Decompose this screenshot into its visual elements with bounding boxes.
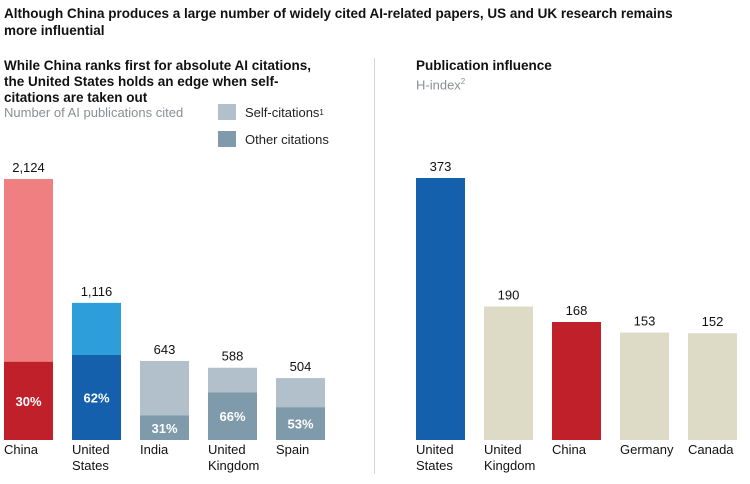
bar-total-label: 643 (154, 342, 176, 357)
influence-bar (416, 178, 465, 440)
category-label: China (552, 442, 587, 457)
influence-value-label: 168 (566, 303, 588, 318)
influence-bar (620, 332, 669, 440)
legend-other-citations: Other citations (218, 131, 329, 147)
bar-share-label: 31% (151, 421, 177, 436)
panel-divider (374, 58, 375, 474)
category-label: China (4, 442, 39, 457)
left-panel-title: While China ranks first for absolute AI … (4, 58, 312, 105)
legend-swatch-other (218, 131, 236, 147)
influence-bar (552, 321, 601, 440)
bar-share-label: 30% (15, 394, 41, 409)
headline: Although China produces a large number o… (4, 6, 673, 38)
category-label: Spain (276, 442, 309, 457)
bar-other-citations (208, 392, 257, 440)
right-panel-title: Publication influence (416, 58, 552, 73)
bar-share-label: 66% (219, 409, 245, 424)
legend-label-self: Self-citations (245, 104, 320, 120)
bar-other-citations (72, 354, 121, 440)
category-label: Kingdom (208, 458, 259, 473)
bar-self-citations (140, 360, 189, 416)
category-label: Canada (688, 442, 734, 457)
influence-bar (484, 306, 533, 440)
category-label: Kingdom (484, 458, 535, 473)
bar-total-label: 588 (222, 349, 244, 364)
bar-total-label: 1,116 (81, 284, 113, 299)
category-label: Germany (620, 442, 674, 457)
bar-share-label: 53% (287, 417, 313, 432)
bar-self-citations (276, 378, 325, 408)
bar-self-citations (208, 367, 257, 393)
category-label: United (416, 442, 454, 457)
bar-self-citations (72, 302, 121, 355)
right-panel-unit-label: H-index (416, 77, 461, 93)
influence-value-label: 152 (702, 314, 724, 329)
bar-total-label: 504 (290, 359, 312, 374)
legend-swatch-self (218, 104, 236, 120)
influence-value-label: 153 (634, 314, 656, 329)
legend-label-other: Other citations (245, 131, 329, 147)
legend-self-citations: Self-citations 1 (218, 104, 324, 120)
category-label: States (416, 458, 453, 473)
category-label: States (72, 458, 109, 473)
influence-value-label: 373 (430, 159, 452, 174)
bar-self-citations (4, 179, 53, 362)
right-panel-unit: H-index2 (416, 74, 465, 93)
influence-value-label: 190 (498, 288, 520, 303)
left-panel-unit: Number of AI publications cited (4, 105, 184, 120)
influence-bar (688, 333, 737, 440)
category-label: India (140, 442, 169, 457)
bar-other-citations (276, 407, 325, 440)
category-label: United (208, 442, 246, 457)
category-label: United (72, 442, 110, 457)
bar-other-citations (140, 415, 189, 440)
legend-footnote-self: 1 (319, 107, 324, 117)
category-label: United (484, 442, 522, 457)
bar-share-label: 62% (83, 390, 109, 405)
right-panel-unit-footnote: 2 (460, 77, 466, 86)
bar-total-label: 2,124 (12, 160, 45, 175)
bar-other-citations (4, 361, 53, 440)
